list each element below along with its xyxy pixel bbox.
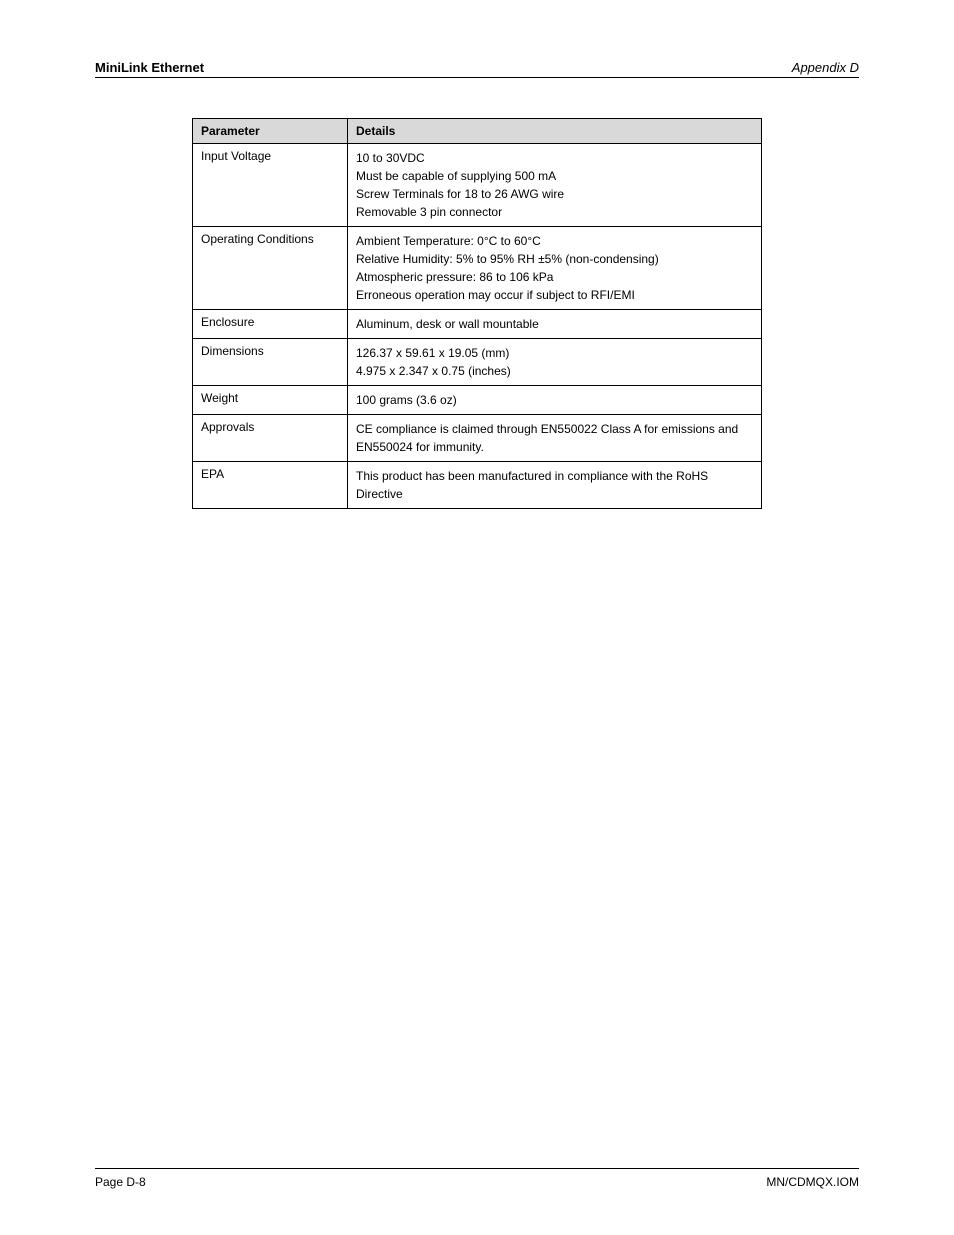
col-details: Details [348, 119, 762, 144]
page-footer: Page D-8 MN/CDMQX.IOM [95, 1168, 859, 1189]
cell-detail: Ambient Temperature: 0°C to 60°CRelative… [348, 227, 762, 310]
header-appendix: Appendix D [792, 60, 859, 75]
header-title: MiniLink Ethernet [95, 60, 204, 75]
cell-param: Enclosure [193, 310, 348, 339]
spec-table: Parameter Details Input Voltage10 to 30V… [192, 118, 762, 509]
cell-param: Dimensions [193, 339, 348, 386]
cell-param: Approvals [193, 415, 348, 462]
cell-param: Operating Conditions [193, 227, 348, 310]
cell-param: Input Voltage [193, 144, 348, 227]
table-row: Input Voltage10 to 30VDCMust be capable … [193, 144, 762, 227]
table-row: EnclosureAluminum, desk or wall mountabl… [193, 310, 762, 339]
doc-id: MN/CDMQX.IOM [766, 1175, 859, 1189]
cell-param: EPA [193, 462, 348, 509]
table-row: Weight100 grams (3.6 oz) [193, 386, 762, 415]
col-parameter: Parameter [193, 119, 348, 144]
table-row: ApprovalsCE compliance is claimed throug… [193, 415, 762, 462]
table-row: Dimensions126.37 x 59.61 x 19.05 (mm)4.9… [193, 339, 762, 386]
cell-detail: 100 grams (3.6 oz) [348, 386, 762, 415]
cell-detail: CE compliance is claimed through EN55002… [348, 415, 762, 462]
cell-detail: 10 to 30VDCMust be capable of supplying … [348, 144, 762, 227]
cell-detail: Aluminum, desk or wall mountable [348, 310, 762, 339]
table-row: Operating ConditionsAmbient Temperature:… [193, 227, 762, 310]
cell-detail: This product has been manufactured in co… [348, 462, 762, 509]
cell-detail: 126.37 x 59.61 x 19.05 (mm)4.975 x 2.347… [348, 339, 762, 386]
page-number: Page D-8 [95, 1175, 146, 1189]
header-rule [95, 77, 859, 78]
table-row: EPAThis product has been manufactured in… [193, 462, 762, 509]
cell-param: Weight [193, 386, 348, 415]
footer-rule [95, 1168, 859, 1169]
